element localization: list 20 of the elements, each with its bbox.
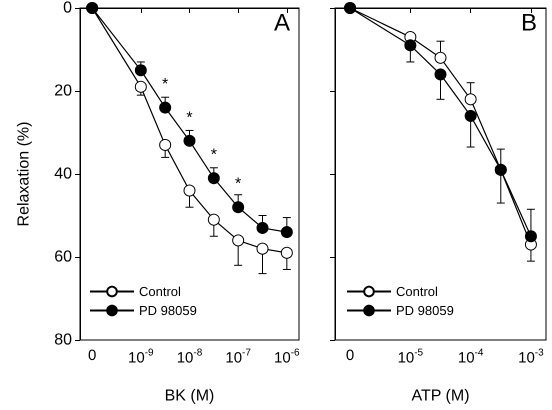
data-label: * <box>235 176 242 193</box>
y-tick-label: 0 <box>63 0 72 16</box>
legend-label: Control <box>396 284 438 299</box>
y-tick-label: 60 <box>54 248 72 266</box>
x-tick-label: 0 <box>88 347 96 364</box>
legend-label: Control <box>139 284 182 299</box>
chart-title: A <box>274 10 290 36</box>
x-axis-title: BK (M) <box>164 388 214 404</box>
chart-title: B <box>520 10 538 36</box>
x-tick-label: 0 <box>346 347 354 364</box>
data-label: * <box>162 76 168 94</box>
y-tick-label: 40 <box>54 166 72 182</box>
data-label: * <box>186 109 193 126</box>
x-axis-title: ATP (M) <box>411 388 470 404</box>
y-tick-label: 20 <box>54 82 72 100</box>
data-label: * <box>210 146 217 164</box>
y-tick-label: 80 <box>54 332 72 348</box>
legend-label: PD 98059 <box>396 303 454 318</box>
y-axis-title: Relaxation (%) <box>16 122 32 226</box>
legend-label: PD 98059 <box>139 303 197 318</box>
